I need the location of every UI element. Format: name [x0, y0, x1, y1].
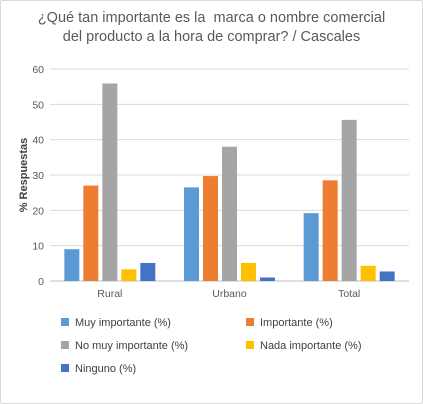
bar: [322, 180, 338, 281]
legend-entry: Importante (%): [246, 317, 333, 329]
y-tick-label: 0: [38, 276, 44, 288]
bar: [379, 271, 395, 281]
bar: [360, 265, 376, 281]
legend-swatch: [61, 341, 69, 350]
chart-title-line-2: del producto a la hora de comprar? / Cas…: [62, 29, 361, 45]
legend-swatch: [61, 364, 69, 373]
bar: [241, 262, 256, 281]
y-tick-label: 50: [32, 99, 44, 111]
y-tick-label: 60: [32, 64, 44, 76]
bar: [64, 249, 80, 281]
x-tick-label: Rural: [97, 288, 122, 300]
legend-label: Nada importante (%): [260, 340, 362, 352]
bar: [260, 277, 275, 281]
y-tick-label: 30: [32, 170, 44, 182]
legend-swatch: [246, 318, 254, 327]
bar: [121, 269, 137, 281]
chart-title: ¿Qué tan importante es la marca o nombre…: [1, 9, 422, 47]
x-tick-label: Urbano: [212, 288, 247, 300]
x-tick-label: Total: [338, 288, 360, 300]
legend-entry: Ninguno (%): [61, 363, 136, 375]
y-tick-label: 10: [32, 241, 44, 253]
bar: [303, 213, 319, 281]
legend-label: Importante (%): [260, 317, 333, 329]
legend-label: No muy importante (%): [75, 340, 189, 352]
bar: [222, 146, 237, 281]
bar: [203, 176, 218, 281]
bar: [341, 119, 357, 281]
y-tick-label: 40: [32, 135, 44, 147]
chart-title-line-1: ¿Qué tan importante es la marca o nombre…: [37, 10, 386, 26]
legend-entry: Nada importante (%): [246, 340, 362, 352]
bar: [140, 262, 156, 281]
bar: [102, 83, 118, 281]
legend-label: Muy importante (%): [75, 317, 171, 329]
legend-swatch: [61, 318, 69, 327]
y-tick-label: 20: [32, 205, 44, 217]
legend-label: Ninguno (%): [75, 363, 137, 375]
legend-swatch: [246, 341, 254, 350]
legend-entry: Muy importante (%): [61, 317, 171, 329]
bar: [83, 185, 99, 281]
bar: [184, 187, 199, 281]
legend-entry: No muy importante (%): [61, 340, 188, 352]
